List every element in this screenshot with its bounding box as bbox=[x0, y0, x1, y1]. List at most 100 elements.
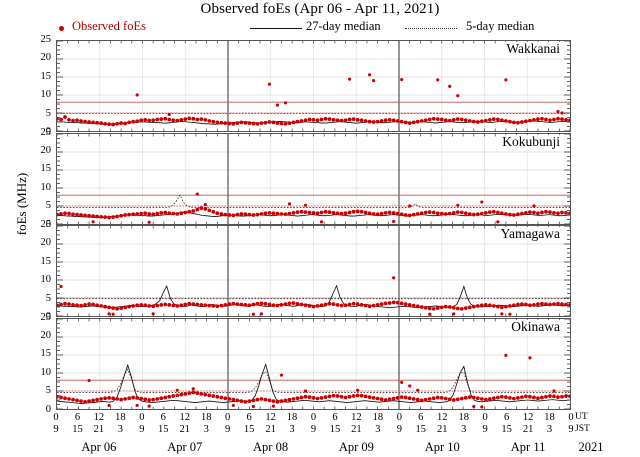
x-tick-ut: 18 bbox=[200, 412, 212, 423]
x-tick-ut: 0 bbox=[396, 412, 402, 423]
x-tick-jst: 9 bbox=[225, 424, 231, 435]
x-tick-ut: 12 bbox=[522, 412, 534, 423]
x-tick-jst: 15 bbox=[415, 424, 427, 435]
x-tick-jst: 21 bbox=[351, 424, 362, 435]
x-tick-ut: 6 bbox=[74, 412, 81, 423]
x-day-label: Apr 07 bbox=[167, 440, 203, 454]
x-tick-jst: 9 bbox=[568, 424, 574, 435]
legend-label-median27: 27-day median bbox=[306, 19, 381, 33]
y-tick-label: 20 bbox=[40, 52, 52, 64]
x-tick-ut: 0 bbox=[139, 412, 145, 423]
x-tick-ut: 12 bbox=[179, 412, 191, 423]
y-tick-label: 15 bbox=[40, 70, 52, 82]
x-tick-jst: 9 bbox=[53, 424, 59, 435]
median27-line-icon bbox=[250, 28, 302, 29]
x-tick-ut: 12 bbox=[93, 412, 105, 423]
x-tick-jst: 21 bbox=[93, 424, 105, 435]
page-title: Observed foEs (Apr 06 - Apr 11, 2021) bbox=[200, 1, 440, 17]
x-tick-jst: 3 bbox=[117, 424, 123, 435]
x-axis: 0 9 6 15 12 21 18 3 0 9 6 15 12 21 18 3 0 9 6 15 12 21 18 3 0 9 6 1… bbox=[53, 412, 603, 454]
panel-okinawa: Okinawa bbox=[56, 317, 571, 410]
y-tick-label: 0 bbox=[45, 218, 51, 230]
y-tick-label: 5 bbox=[45, 292, 51, 304]
x-tick-jst: 15 bbox=[158, 424, 169, 435]
panel-yamagawa: Yamagawa bbox=[56, 225, 571, 317]
y-tick-label: 0 bbox=[45, 403, 51, 415]
x-tick-ut: 18 bbox=[458, 412, 469, 423]
x-tick-jst: 21 bbox=[179, 424, 191, 435]
y-tick-label: 0 bbox=[45, 126, 51, 137]
x-year-label: 2021 bbox=[578, 440, 604, 454]
station-label: Kokubunji bbox=[500, 133, 562, 149]
y-tick-label: 5 bbox=[45, 385, 51, 397]
y-tick-label: 15 bbox=[40, 348, 52, 360]
station-label: Okinawa bbox=[509, 318, 562, 334]
y-tick-label: 25 bbox=[40, 219, 52, 230]
x-tick-ut: 18 bbox=[372, 412, 384, 423]
x-tick-jst: 15 bbox=[329, 424, 341, 435]
x-tick-jst: 3 bbox=[461, 424, 467, 435]
x-tick-ut: 12 bbox=[351, 412, 362, 423]
x-unit-jst: JST bbox=[575, 424, 590, 434]
x-tick-jst: 3 bbox=[203, 424, 209, 435]
y-tick-label: 20 bbox=[40, 329, 52, 341]
panel-stack: Wakkanai Kokubunji Yamagawa Okinawa bbox=[56, 40, 571, 410]
x-tick-jst: 9 bbox=[139, 424, 145, 435]
y-tick-label: 25 bbox=[40, 311, 52, 323]
x-tick-ut: 6 bbox=[332, 412, 338, 423]
x-tick-ut: 18 bbox=[115, 412, 126, 423]
y-tick-label: 10 bbox=[40, 89, 52, 101]
y-tick-label: 5 bbox=[45, 107, 51, 119]
y-tick-label: 20 bbox=[40, 237, 52, 249]
station-label: Wakkanai bbox=[504, 41, 562, 56]
x-day-label: Apr 10 bbox=[424, 440, 460, 454]
legend: Observed foEs 27-day median 5-day median bbox=[0, 19, 640, 36]
x-tick-jst: 3 bbox=[375, 424, 381, 435]
x-tick-ut: 18 bbox=[286, 412, 298, 423]
y-tick-label: 10 bbox=[40, 366, 52, 378]
x-tick-jst: 15 bbox=[501, 424, 512, 435]
x-tick-jst: 3 bbox=[289, 424, 295, 435]
x-tick-ut: 12 bbox=[265, 412, 276, 423]
observed-marker-icon bbox=[59, 26, 64, 31]
x-tick-ut: 0 bbox=[482, 412, 488, 423]
x-tick-jst: 21 bbox=[437, 424, 448, 435]
x-tick-jst: 15 bbox=[72, 424, 83, 435]
x-tick-ut: 18 bbox=[544, 412, 555, 423]
x-tick-jst: 15 bbox=[243, 424, 255, 435]
x-tick-ut: 6 bbox=[160, 412, 166, 423]
x-tick-ut: 6 bbox=[418, 412, 424, 423]
x-tick-ut: 0 bbox=[225, 412, 231, 423]
median5-line-icon bbox=[405, 28, 457, 29]
x-tick-ut: 0 bbox=[310, 412, 317, 423]
legend-label-median5: 5-day median bbox=[466, 19, 535, 33]
y-tick-label: 0 bbox=[45, 311, 51, 322]
x-tick-ut: 0 bbox=[568, 412, 574, 423]
x-tick-jst: 21 bbox=[522, 424, 534, 435]
panel-kokubunji: Kokubunji bbox=[56, 132, 571, 225]
y-tick-label: 5 bbox=[45, 200, 51, 212]
x-tick-ut: 12 bbox=[437, 412, 448, 423]
x-unit-ut: UT bbox=[575, 412, 588, 422]
x-day-label: Apr 11 bbox=[510, 440, 546, 454]
x-day-label: Apr 09 bbox=[338, 440, 374, 454]
y-tick-label: 15 bbox=[40, 255, 52, 267]
panel-wakkanai: Wakkanai bbox=[56, 40, 571, 132]
y-tick-label: 10 bbox=[40, 274, 52, 286]
legend-label-observed: Observed foEs bbox=[72, 19, 146, 33]
x-day-label: Apr 08 bbox=[253, 440, 289, 454]
x-tick-ut: 0 bbox=[53, 412, 59, 423]
y-tick-label: 10 bbox=[40, 181, 52, 193]
x-tick-jst: 21 bbox=[265, 424, 276, 435]
x-day-label: Apr 06 bbox=[81, 440, 117, 454]
y-tick-label: 25 bbox=[40, 126, 52, 138]
x-tick-jst: 9 bbox=[310, 424, 317, 435]
x-tick-ut: 6 bbox=[246, 412, 252, 423]
x-tick-jst: 3 bbox=[546, 424, 553, 435]
x-tick-ut: 6 bbox=[504, 412, 510, 423]
y-tick-label: 20 bbox=[40, 144, 52, 156]
station-label: Yamagawa bbox=[498, 226, 562, 241]
y-tick-label: 15 bbox=[40, 163, 52, 175]
x-tick-jst: 9 bbox=[396, 424, 402, 435]
